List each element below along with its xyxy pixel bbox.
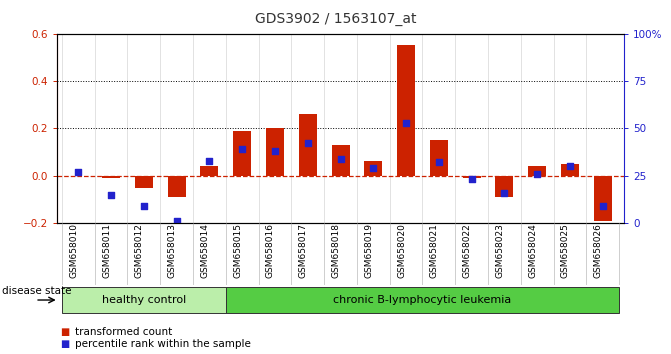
Point: [138, 203, 149, 209]
Bar: [364, 161, 382, 176]
Bar: [266, 129, 284, 176]
Point: [499, 190, 510, 195]
Point: [106, 192, 117, 198]
Text: GSM658015: GSM658015: [234, 223, 242, 278]
Text: GSM658010: GSM658010: [69, 223, 79, 278]
Text: ■: ■: [60, 339, 70, 349]
Point: [336, 156, 346, 161]
Text: GDS3902 / 1563107_at: GDS3902 / 1563107_at: [255, 12, 416, 27]
Point: [466, 177, 477, 182]
Text: GSM658024: GSM658024: [528, 223, 537, 278]
Text: GSM658023: GSM658023: [495, 223, 505, 278]
Bar: [102, 176, 120, 178]
Point: [270, 148, 280, 154]
Point: [171, 218, 182, 224]
Text: transformed count: transformed count: [75, 327, 172, 337]
Point: [303, 141, 313, 146]
Bar: [430, 140, 448, 176]
Bar: [331, 145, 350, 176]
Point: [597, 203, 608, 209]
Bar: [168, 176, 186, 197]
Bar: [135, 176, 153, 188]
Text: percentile rank within the sample: percentile rank within the sample: [75, 339, 251, 349]
Bar: [495, 176, 513, 197]
Point: [532, 171, 543, 177]
Point: [564, 164, 575, 169]
Bar: [299, 114, 317, 176]
Bar: [397, 45, 415, 176]
Point: [237, 146, 248, 152]
Bar: [201, 166, 219, 176]
Text: GSM658026: GSM658026: [594, 223, 603, 278]
Text: ■: ■: [60, 327, 70, 337]
Point: [204, 158, 215, 163]
Text: healthy control: healthy control: [102, 295, 186, 305]
Text: chronic B-lymphocytic leukemia: chronic B-lymphocytic leukemia: [333, 295, 511, 305]
Text: GSM658021: GSM658021: [430, 223, 439, 278]
Text: GSM658016: GSM658016: [266, 223, 275, 278]
Text: GSM658012: GSM658012: [135, 223, 144, 278]
Bar: [234, 131, 251, 176]
Text: disease state: disease state: [2, 286, 72, 296]
Text: GSM658013: GSM658013: [168, 223, 176, 278]
Text: GSM658017: GSM658017: [299, 223, 308, 278]
Point: [368, 165, 378, 171]
Text: GSM658018: GSM658018: [331, 223, 341, 278]
Bar: [561, 164, 579, 176]
Bar: [594, 176, 612, 221]
Bar: [462, 176, 480, 178]
Point: [73, 169, 84, 175]
Bar: [528, 166, 546, 176]
Text: GSM658020: GSM658020: [397, 223, 406, 278]
Text: GSM658022: GSM658022: [462, 223, 472, 278]
Text: GSM658011: GSM658011: [102, 223, 111, 278]
Text: GSM658025: GSM658025: [561, 223, 570, 278]
Text: GSM658019: GSM658019: [364, 223, 373, 278]
Text: GSM658014: GSM658014: [201, 223, 209, 278]
Point: [401, 120, 411, 125]
Point: [433, 160, 444, 165]
